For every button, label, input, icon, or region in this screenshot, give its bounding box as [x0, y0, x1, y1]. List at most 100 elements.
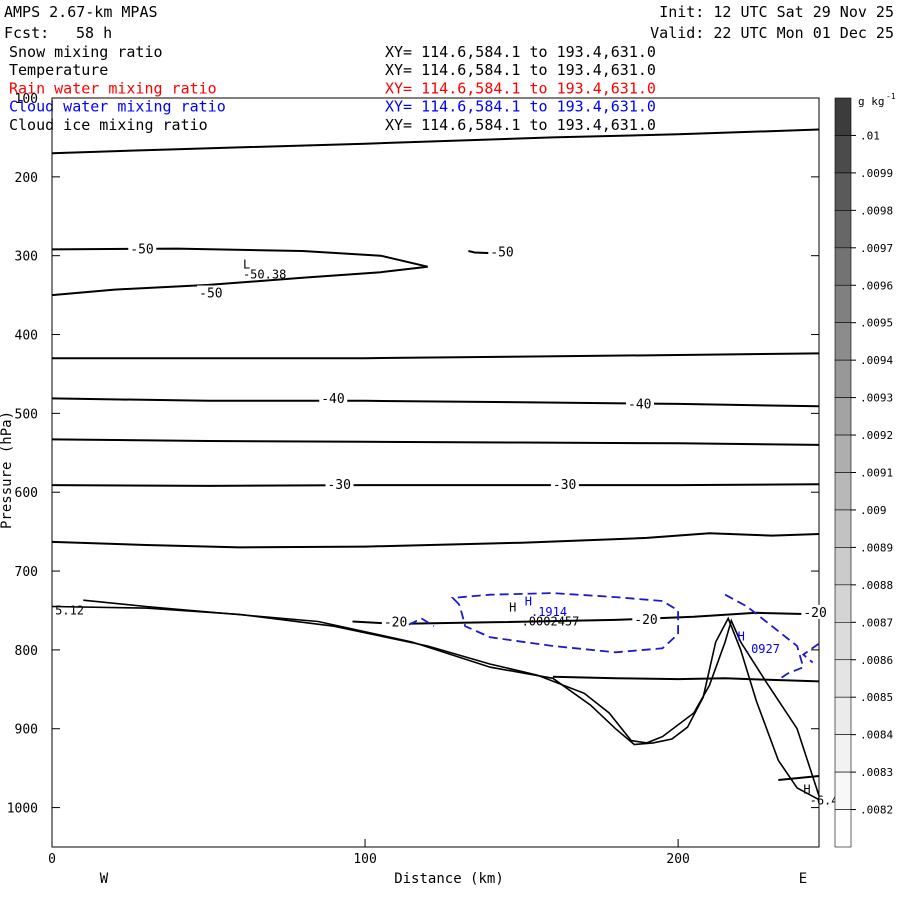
contour-label-bg [632, 611, 661, 626]
colorbar-label: .0085 [860, 691, 893, 704]
colorbar-swatch [834, 397, 852, 436]
colorbar-label: .0097 [860, 242, 893, 255]
colorbar-swatch [834, 809, 852, 848]
contour-label-bg [197, 285, 226, 300]
colorbar-swatch [834, 434, 852, 473]
x-axis-label: Distance (km) [394, 871, 504, 887]
x-tick-label: 200 [666, 852, 689, 867]
colorbar-swatch [834, 696, 852, 735]
colorbar-unit-exponent: -1 [886, 92, 896, 101]
y-tick-label: 200 [15, 171, 38, 186]
contour-label-bg [626, 396, 655, 411]
y-tick-label: 400 [15, 329, 38, 344]
contour-label-bg [801, 604, 830, 619]
y-tick-label: 1000 [7, 802, 38, 817]
colorbar-label: .0082 [860, 804, 893, 817]
extremum-annotation: 5.12 [55, 603, 84, 617]
colorbar-swatch [834, 172, 852, 211]
temperature-contour-label: -30 [553, 478, 576, 493]
colorbar-swatch [834, 135, 852, 174]
temperature-contour-label: -50 [199, 287, 222, 302]
temperature-contour-label: -50 [130, 242, 153, 257]
extremum-annotation: -6.4 [810, 793, 839, 807]
extremum-annotation: H [738, 629, 745, 643]
field-xy-range: XY= 114.6,584.1 to 193.4,631.0 [385, 43, 656, 61]
contour-label-bg [550, 477, 579, 492]
colorbar-label: .0099 [860, 167, 893, 180]
field-name: Snow mixing ratio [9, 43, 163, 61]
cloud-water-contour-line [801, 642, 820, 664]
temperature-contour-label: -40 [321, 392, 344, 407]
colorbar-swatch [834, 284, 852, 324]
forecast-hour: 58 h [76, 24, 113, 42]
colorbar-label: .009 [860, 504, 887, 517]
y-axis-label: Pressure (hPa) [0, 411, 15, 529]
colorbar-label: .01 [860, 129, 880, 142]
extremum-annotation: H [525, 595, 532, 609]
colorbar-swatch [834, 509, 852, 548]
temperature-contour-label: -40 [628, 398, 651, 413]
colorbar-label: .0095 [860, 317, 893, 330]
field-xy-range: XY= 114.6,584.1 to 193.4,631.0 [385, 79, 656, 97]
extremum-annotation: L [243, 257, 250, 271]
direction-west: W [100, 871, 109, 887]
plot-frame [51, 97, 820, 848]
colorbar-swatch [834, 359, 852, 398]
temperature-contour-label: -20 [634, 613, 657, 628]
colorbar-label: .0091 [860, 467, 893, 480]
temperature-contour-line [552, 675, 820, 683]
colorbar-label: .0087 [860, 616, 893, 629]
y-tick-label: 900 [15, 723, 38, 738]
terrain-lines [51, 599, 820, 801]
x-tick-label: 0 [48, 852, 56, 867]
field-name: Cloud ice mixing ratio [9, 116, 208, 134]
y-tick-label: 600 [15, 486, 38, 501]
x-tick-label: 100 [353, 852, 376, 867]
colorbar-swatch [834, 584, 852, 623]
extremum-annotation: .0927 [744, 642, 780, 656]
temperature-contour-label: -20 [803, 606, 826, 621]
colorbar-swatch [834, 734, 852, 773]
colorbar-swatch [834, 247, 852, 286]
init-time: Init: 12 UTC Sat 29 Nov 25 [659, 3, 894, 21]
y-axis-ticks: 100 200 300 400 500 600 700 800 900 1000 [7, 92, 819, 817]
temperature-contour-line [51, 438, 820, 446]
direction-east: E [799, 871, 807, 887]
y-tick-label: 500 [15, 407, 38, 422]
extremum-annotation: .1914 [531, 605, 567, 619]
field-xy-range: XY= 114.6,584.1 to 193.4,631.0 [385, 61, 656, 79]
y-tick-label: 100 [15, 92, 38, 107]
cloud-water-contours [408, 592, 820, 681]
contour-label-bg [381, 614, 410, 629]
temperature-contour-line [52, 352, 820, 360]
extremum-annotation: -50.38 [243, 268, 286, 282]
forecast-label: Fcst: [4, 24, 50, 42]
contour-label-bg [325, 477, 354, 492]
contour-label-bg [319, 391, 348, 406]
temperature-contour-label: -50 [490, 246, 513, 261]
cloud-water-contour-line [724, 593, 805, 681]
temperature-contour-label: -30 [327, 478, 350, 493]
colorbar-label: .0083 [860, 766, 893, 779]
colorbar-swatch [834, 210, 852, 249]
colorbar-label: .0094 [860, 354, 893, 367]
surface-pressure-line [51, 605, 820, 797]
colorbar-unit: g kg [858, 95, 885, 108]
valid-time: Valid: 22 UTC Mon 01 Dec 25 [650, 24, 894, 42]
colorbar-swatch [834, 771, 852, 810]
colorbar-label: .0084 [860, 729, 893, 742]
field-xy-range: XY= 114.6,584.1 to 193.4,631.0 [385, 98, 656, 116]
colorbar-label: .0092 [860, 429, 893, 442]
field-name: Rain water mixing ratio [9, 79, 217, 97]
y-tick-label: 800 [15, 644, 38, 659]
colorbar-label: .0089 [860, 541, 893, 554]
colorbar-label: .0098 [860, 204, 893, 217]
colorbar-label: .0086 [860, 654, 893, 667]
temperature-contour-line [51, 483, 820, 487]
temperature-contour-line [51, 532, 820, 549]
terrain-ridge-line [83, 599, 820, 801]
colorbar-swatch [834, 472, 852, 511]
colorbar-swatch [834, 621, 852, 661]
temperature-contour-line [51, 397, 820, 408]
